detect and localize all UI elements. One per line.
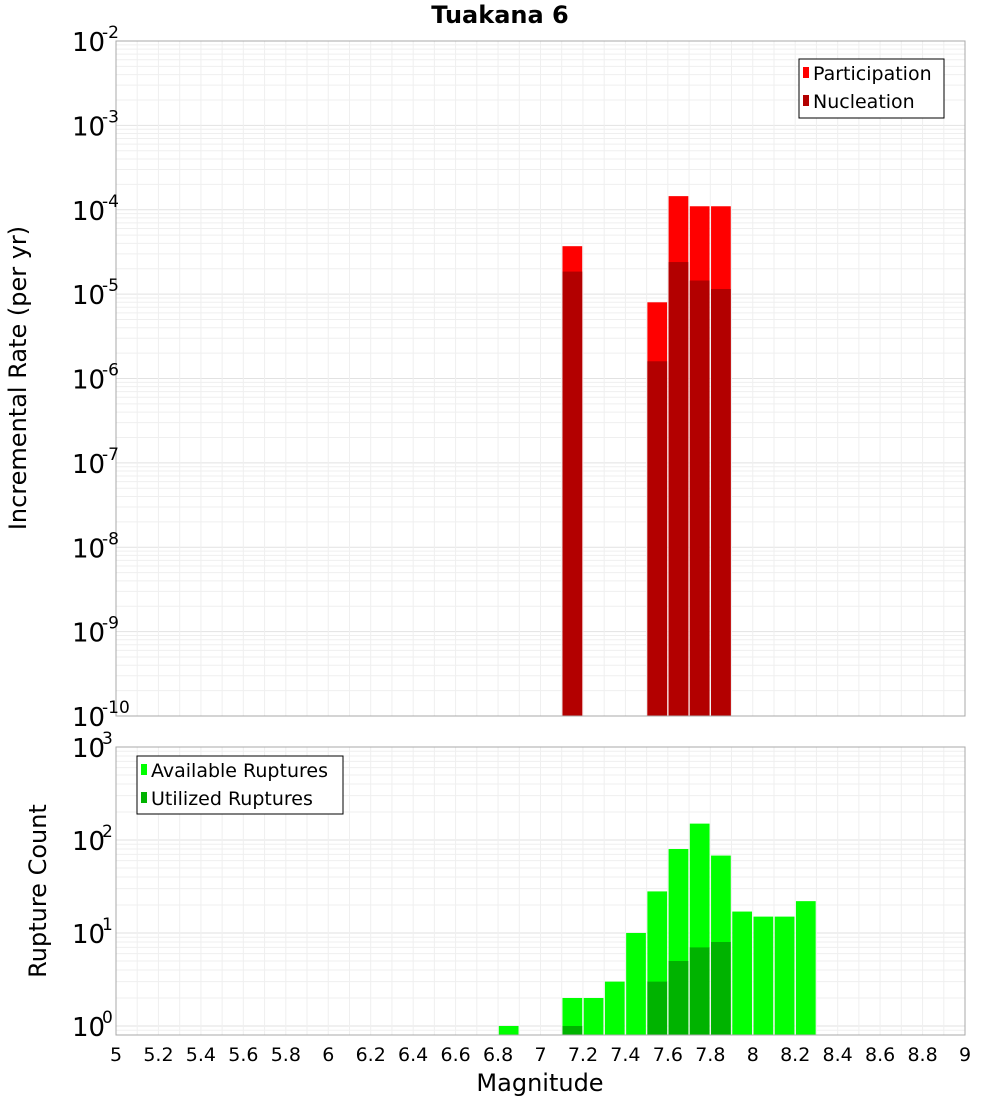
series-1: [562, 942, 731, 1035]
bar: [647, 361, 668, 716]
legend-swatch: [803, 95, 809, 106]
x-tick-label: 5.8: [271, 1044, 301, 1066]
bar: [604, 981, 625, 1035]
legend-label: Available Ruptures: [151, 760, 328, 782]
legend: Available Ruptures Utilized Ruptures: [136, 755, 344, 815]
y-tick-exponent: -4: [102, 192, 119, 212]
y-tick-exponent: -8: [102, 529, 119, 549]
y-tick-exponent: 1: [102, 915, 113, 935]
y-tick-label: 10: [72, 281, 105, 311]
x-tick-label: 8.4: [823, 1044, 853, 1066]
x-tick-label: 7.8: [695, 1044, 725, 1066]
bar: [711, 289, 731, 716]
x-tick-label: 7.2: [568, 1044, 598, 1066]
y-tick-exponent: -7: [102, 445, 119, 465]
bar: [562, 997, 583, 1035]
bar: [562, 271, 583, 716]
x-tick-label: 6.2: [356, 1044, 386, 1066]
bar: [774, 916, 795, 1035]
y-axis-label: Rupture Count: [24, 804, 52, 978]
legend-label: Nucleation: [813, 91, 915, 113]
plot-frame: [115, 746, 966, 1036]
x-tick-label: 8: [747, 1044, 759, 1066]
y-tick-label: 10: [72, 534, 105, 564]
y-tick-label: 10: [72, 734, 105, 764]
x-tick-label: 5.6: [228, 1044, 258, 1066]
bar: [626, 932, 646, 1035]
bar: [668, 262, 689, 716]
y-tick-label: 10: [72, 703, 105, 733]
x-tick-label: 5.2: [143, 1044, 173, 1066]
y-tick-label: 10: [72, 450, 105, 480]
y-tick-label: 10: [72, 1013, 105, 1043]
x-tick-label: 6.6: [440, 1044, 470, 1066]
y-tick-exponent: -5: [102, 276, 119, 296]
bar: [732, 911, 752, 1035]
legend-label: Utilized Ruptures: [151, 788, 313, 810]
legend-box: [136, 755, 344, 815]
y-tick-label: 10: [72, 28, 105, 58]
legend-swatch: [141, 792, 147, 803]
x-axis-label: Magnitude: [476, 1069, 603, 1097]
y-tick-label: 10: [72, 827, 105, 857]
legend-swatch: [803, 67, 809, 78]
x-tick-label: 8.8: [907, 1044, 937, 1066]
legend-label: Participation: [813, 63, 932, 85]
legend: Participation Nucleation: [798, 58, 945, 119]
bar: [583, 997, 604, 1035]
bar: [689, 280, 710, 716]
grid: [115, 40, 966, 717]
x-tick-label: 7.4: [610, 1044, 640, 1066]
legend-box: [798, 58, 945, 119]
plot-frame: [115, 40, 966, 717]
x-tick-label: 7: [534, 1044, 546, 1066]
x-tick-label: 5.4: [186, 1044, 216, 1066]
y-tick-label: 10: [72, 366, 105, 396]
x-tick-label: 8.2: [780, 1044, 810, 1066]
y-tick-exponent: 0: [102, 1008, 113, 1028]
bar: [795, 901, 816, 1035]
bar: [562, 1025, 583, 1035]
x-tick-label: 5: [110, 1044, 122, 1066]
y-tick-label: 10: [72, 920, 105, 950]
bar: [753, 916, 774, 1035]
legend-swatch: [141, 764, 147, 775]
x-tick-label: 6: [322, 1044, 334, 1066]
y-axis-label: Incremental Rate (per yr): [4, 226, 32, 530]
bar: [689, 947, 710, 1035]
y-tick-exponent: -9: [102, 614, 119, 634]
bar: [668, 960, 689, 1035]
rate-panel: 10-210-310-410-510-610-710-810-910-10Inc…: [4, 23, 966, 733]
y-tick-exponent: -2: [102, 23, 119, 43]
y-tick-exponent: -3: [102, 107, 119, 127]
y-tick-exponent: 2: [102, 822, 113, 842]
y-tick-labels: 10-210-310-410-510-610-710-810-910-10: [72, 23, 130, 733]
y-tick-exponent: -6: [102, 361, 119, 381]
x-axis: 5 5.2 5.4 5.6 5.8 6 6.2 6.4 6.6 6.8 7 7.2 7.4 7.6 7.8 8…: [110, 1044, 971, 1066]
chart-title: Tuakana 6: [431, 1, 569, 29]
x-tick-label: 7.6: [653, 1044, 683, 1066]
x-tick-label: 6.4: [398, 1044, 428, 1066]
y-tick-exponent: -10: [102, 698, 130, 718]
bar: [498, 1025, 519, 1035]
series-1: [562, 262, 731, 716]
y-tick-label: 10: [72, 619, 105, 649]
y-tick-label: 10: [72, 112, 105, 142]
y-tick-exponent: 3: [102, 729, 113, 749]
x-tick-label: 9: [959, 1044, 971, 1066]
bar: [711, 942, 731, 1035]
x-tick-label: 8.6: [865, 1044, 895, 1066]
bar: [647, 981, 668, 1035]
x-tick-label: 6.8: [483, 1044, 513, 1066]
y-tick-label: 10: [72, 197, 105, 227]
